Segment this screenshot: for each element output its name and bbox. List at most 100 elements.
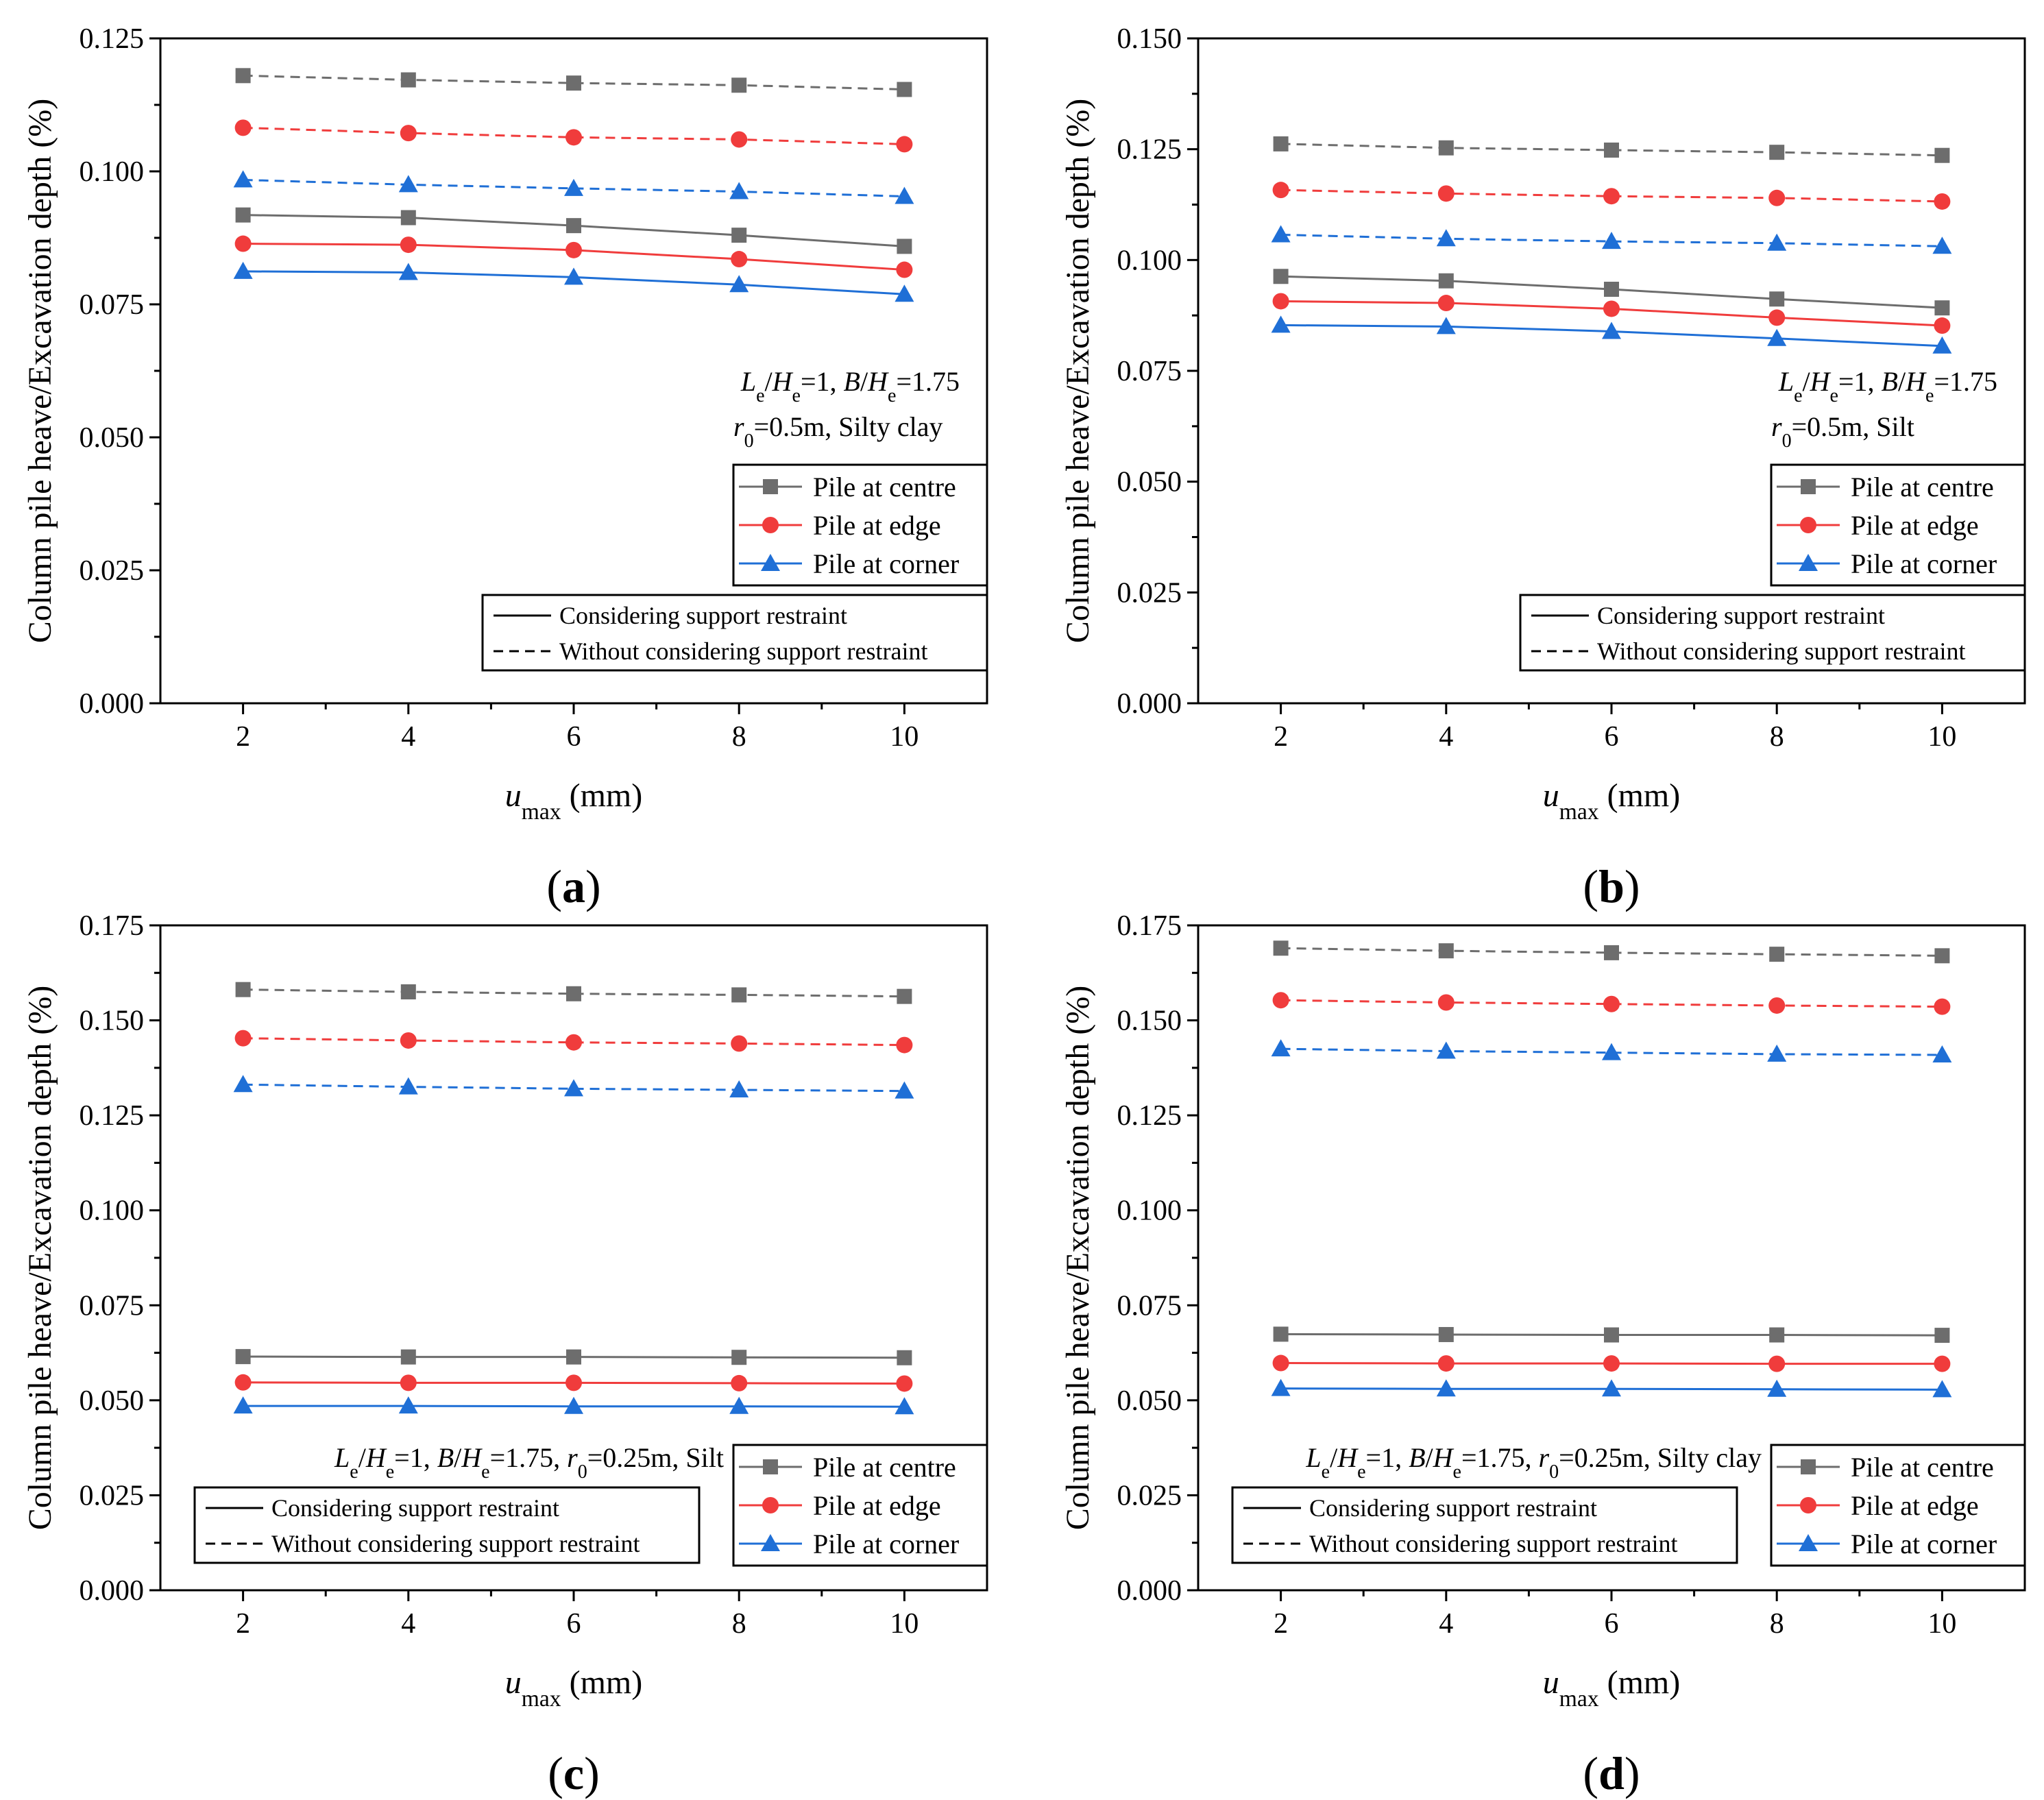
annotation-segment: H [461,1442,483,1473]
annotation-segment: =1.75, [1461,1442,1539,1473]
data-point [235,207,251,223]
data-point [400,72,416,88]
legend-swatch-marker [1801,1459,1816,1474]
data-point [1438,1326,1454,1342]
data-point [566,218,581,234]
data-point [1436,229,1456,247]
series-centre-solid [1273,1326,1950,1343]
data-point [235,1349,251,1365]
annotation-segment: =0.25m, Silt [587,1442,724,1473]
y-axis-title: Column pile heave/Excavation depth (%) [1060,986,1096,1530]
annotation-segment: =0.25m, Silty clay [1559,1442,1762,1473]
data-point [565,129,582,146]
y-tick-label: 0.050 [1117,467,1182,498]
x-tick-label: 8 [732,1608,746,1640]
data-point [400,1349,416,1365]
x-axis-unit: (mm) [561,1664,643,1701]
series-edge-solid [1272,293,1951,335]
y-tick-label: 0.000 [80,1575,145,1607]
data-point [1271,1039,1291,1057]
data-point [234,235,252,252]
y-tick-label: 0.125 [1117,1100,1182,1132]
panel-letter: d [1598,1747,1625,1799]
data-point [731,228,747,243]
data-point [1932,1045,1952,1063]
x-axis-symbol: u [505,1664,522,1701]
data-point [1437,295,1455,312]
legend-label: Pile at corner [813,548,959,579]
data-point [1932,336,1952,354]
panel-label: (c) [548,1747,600,1799]
data-point [1934,317,1951,335]
data-point [1271,1378,1291,1396]
y-tick-label: 0.175 [80,910,145,942]
parameter-annotation: Le/He=1, B/He=1.75 [1778,366,1997,406]
data-point [1934,998,1951,1015]
data-point [398,263,418,280]
series-edge-dashed [1272,182,1951,210]
legend-label: Pile at edge [1851,510,1979,541]
legend-label: Pile at edge [813,510,941,541]
series-edge-dashed [1272,992,1951,1015]
y-axis-title: Column pile heave/Excavation depth (%) [22,99,58,643]
legend-swatch-marker [763,1459,778,1474]
x-tick-label: 10 [1927,721,1956,753]
data-point [1767,1379,1787,1397]
data-point [731,987,747,1003]
y-tick-label: 0.025 [1117,577,1182,609]
x-axis-symbol: u [505,777,522,814]
annotation-segment: / [1426,1442,1434,1473]
y-tick-label: 0.100 [1117,1195,1182,1227]
data-point [1272,293,1289,310]
annotation-segment: =1.75 [1934,366,1997,397]
data-point [731,131,748,148]
legend-markers: Pile at centre Pile at edge Pile at corner [732,463,988,587]
data-point [731,1350,747,1365]
data-point [729,1396,749,1414]
data-point [896,1036,913,1054]
data-point [731,1374,748,1391]
annotation-segment: e [792,385,801,406]
annotation-segment: / [1898,366,1906,397]
data-point [564,267,583,285]
data-point [1436,1041,1456,1059]
annotation-segment: 0 [744,430,754,452]
annotation-segment: r [567,1442,578,1473]
data-point [1934,1328,1950,1343]
series-edge-solid [234,1374,913,1392]
data-point [1437,994,1455,1011]
y-tick-label: 0.075 [1117,356,1182,387]
y-tick-label: 0.050 [80,422,145,454]
series-centre-solid [1273,269,1950,316]
annotation-segment: / [358,1442,367,1473]
legend-label: Pile at corner [813,1529,959,1559]
data-point [1769,145,1785,160]
x-tick-label: 4 [1439,721,1453,753]
data-point [1934,948,1950,964]
x-axis-title: umax (mm) [505,1664,642,1712]
series-centre-dashed [235,982,912,1004]
data-point [564,1079,583,1097]
annotation-segment: =1, [1366,1442,1409,1473]
data-point [1272,1354,1289,1372]
series-centre-dashed [235,68,912,97]
chart-panel-a: 0.000 0.025 0.050 0.075 0.100 0.125 2 4 6 8 10 umax… [22,23,988,912]
x-tick-label: 2 [1274,1608,1288,1640]
y-axis-title: Column pile heave/Excavation depth (%) [1060,99,1096,643]
data-point [398,1077,418,1095]
annotation-segment: B [1409,1442,1425,1473]
x-tick-label: 2 [236,1608,250,1640]
annotation-segment: 0 [578,1461,587,1483]
legend-swatch-marker [1801,479,1816,494]
data-point [1767,1044,1787,1062]
annotation-segment: 0 [1549,1461,1559,1483]
legend-label: Considering support restraint [559,602,847,629]
data-point [1272,182,1289,199]
x-tick-label: 8 [1770,1608,1784,1640]
x-tick-label: 6 [567,1608,581,1640]
legend-label: Without considering support restraint [1309,1530,1677,1557]
y-tick-label: 0.025 [80,555,145,587]
data-point [564,1396,583,1414]
y-tick-label: 0.025 [1117,1480,1182,1511]
y-tick-label: 0.150 [1117,23,1182,55]
